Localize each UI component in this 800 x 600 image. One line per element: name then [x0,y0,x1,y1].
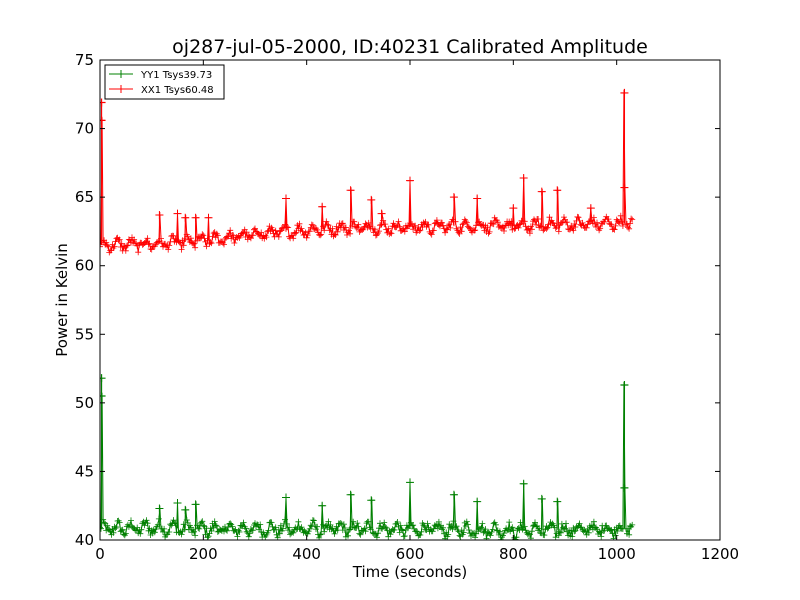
spike-marker [537,494,546,503]
spike-marker [191,500,200,509]
spike-marker [553,186,562,195]
spike-marker [100,116,106,125]
x-tick-label: 1000 [598,545,636,563]
spike-marker [346,186,355,195]
spike-marker [519,173,528,182]
series-markers [100,89,636,256]
spike-marker [473,497,482,506]
spike-marker [367,195,376,204]
spike-marker [100,392,106,400]
x-tick-label: 0 [95,545,105,563]
spike-marker [620,88,629,97]
spike-marker [620,483,629,492]
spike-marker [473,194,482,203]
series-markers [100,382,636,540]
y-tick-label: 50 [75,394,94,412]
spike-marker [449,490,458,499]
y-tick-label: 55 [75,325,94,343]
spike-marker [100,374,106,383]
spike-marker [155,504,164,513]
legend-box [104,64,225,100]
x-axis-label: Time (seconds) [352,563,468,581]
y-tick-label: 60 [75,257,94,275]
y-tick-label: 75 [75,51,94,69]
spike-marker [377,209,386,218]
spike-marker [100,98,106,107]
spike-marker [318,501,327,510]
plot-frame [99,59,721,541]
spike-marker [282,493,290,502]
spike-marker [406,478,414,487]
axis-ticks: 0 200 400 600 800 1000 1200 40 45 50 55 60 65 70 75 [75,51,739,563]
spike-marker [620,381,629,390]
legend-marker [117,85,125,93]
spike-marker [181,213,190,222]
spike-marker [537,187,546,196]
x-tick-label: 200 [189,545,218,563]
legend-label: YY1 Tsys39.73 [140,70,212,81]
spike-marker [586,204,595,213]
y-tick-label: 70 [75,120,94,138]
spike-marker [449,193,458,202]
spike-marker [181,505,190,514]
x-tick-label: 600 [396,545,425,563]
spike-marker [173,209,182,218]
y-tick-label: 40 [75,531,94,549]
spike-marker [367,496,376,505]
y-tick-label: 65 [75,188,94,206]
spike-marker [318,202,327,211]
y-tick-label: 45 [75,462,94,480]
legend-label: XX1 Tsys60.48 [141,85,214,96]
plot-area [100,88,636,540]
spike-marker [509,204,518,213]
legend: YY1 Tsys39.73 XX1 Tsys60.48 [104,64,225,100]
spike-marker [620,183,629,192]
series-xx1 [100,88,636,256]
spike-marker [173,498,182,507]
x-tick-label: 400 [292,545,321,563]
x-tick-label: 800 [499,545,528,563]
spike-marker [519,479,528,488]
spike-marker [191,213,200,222]
spike-marker [204,213,213,222]
y-axis-label: Power in Kelvin [53,243,71,357]
spike-marker [282,194,290,203]
spike-marker [406,176,414,185]
spike-marker [155,210,164,219]
spike-marker [553,497,562,506]
x-tick-label: 1200 [701,545,739,563]
spike-marker [346,490,355,499]
legend-marker [117,70,125,78]
chart-title: oj287-jul-05-2000, ID:40231 Calibrated A… [172,36,648,58]
